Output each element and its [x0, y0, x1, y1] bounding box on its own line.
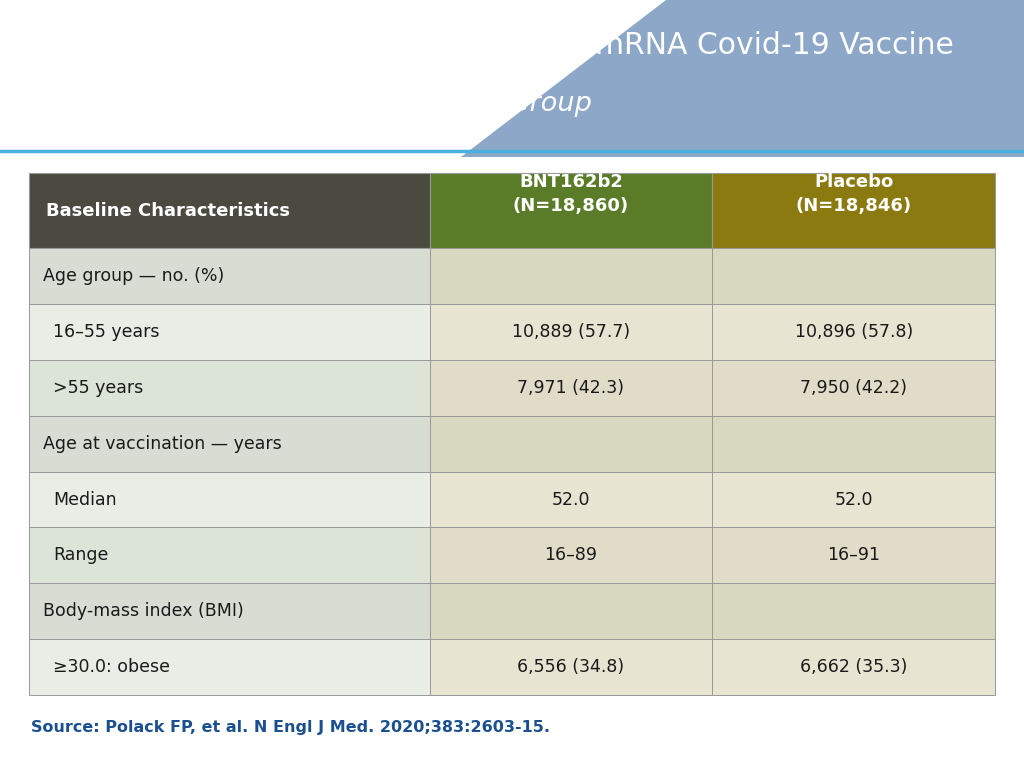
- FancyBboxPatch shape: [430, 415, 712, 472]
- FancyBboxPatch shape: [430, 360, 712, 415]
- Text: Body-mass index (BMI): Body-mass index (BMI): [43, 602, 244, 621]
- Text: BNT162b2
(N=18,860): BNT162b2 (N=18,860): [513, 173, 629, 215]
- Text: Source: Polack FP, et al. N Engl J Med. 2020;383:2603-15.: Source: Polack FP, et al. N Engl J Med. …: [31, 720, 550, 735]
- Text: 7,950 (42.2): 7,950 (42.2): [800, 379, 907, 397]
- Text: 10,896 (57.8): 10,896 (57.8): [795, 323, 912, 341]
- FancyBboxPatch shape: [712, 360, 995, 415]
- Text: 52.0: 52.0: [552, 491, 590, 508]
- Text: Age group — no. (%): Age group — no. (%): [43, 267, 224, 285]
- Text: ≥30.0: obese: ≥30.0: obese: [53, 658, 170, 676]
- FancyBboxPatch shape: [29, 248, 430, 304]
- FancyBboxPatch shape: [430, 304, 712, 360]
- Text: 6,662 (35.3): 6,662 (35.3): [800, 658, 907, 676]
- Polygon shape: [461, 0, 1024, 157]
- FancyBboxPatch shape: [712, 248, 995, 304]
- Text: Median: Median: [53, 491, 117, 508]
- FancyBboxPatch shape: [29, 360, 430, 415]
- Text: Baseline Characteristics, by Study Group: Baseline Characteristics, by Study Group: [36, 91, 592, 118]
- Text: Placebo
(N=18,846): Placebo (N=18,846): [796, 173, 911, 215]
- FancyBboxPatch shape: [712, 173, 995, 248]
- FancyBboxPatch shape: [712, 304, 995, 360]
- Text: 52.0: 52.0: [835, 491, 873, 508]
- FancyBboxPatch shape: [712, 415, 995, 472]
- Text: Baseline Characteristics: Baseline Characteristics: [46, 201, 290, 220]
- Text: 16–55 years: 16–55 years: [53, 323, 160, 341]
- FancyBboxPatch shape: [712, 639, 995, 695]
- FancyBboxPatch shape: [29, 304, 430, 360]
- FancyBboxPatch shape: [430, 472, 712, 528]
- FancyBboxPatch shape: [430, 248, 712, 304]
- Text: Age at vaccination — years: Age at vaccination — years: [43, 435, 282, 452]
- Text: 16–91: 16–91: [827, 546, 881, 564]
- FancyBboxPatch shape: [29, 415, 430, 472]
- FancyBboxPatch shape: [712, 472, 995, 528]
- FancyBboxPatch shape: [29, 584, 430, 639]
- FancyBboxPatch shape: [430, 639, 712, 695]
- FancyBboxPatch shape: [430, 584, 712, 639]
- FancyBboxPatch shape: [430, 528, 712, 584]
- FancyBboxPatch shape: [29, 173, 430, 248]
- FancyBboxPatch shape: [430, 173, 712, 248]
- Text: Safety and Efficacy of the BNT162b2 mRNA Covid-19 Vaccine: Safety and Efficacy of the BNT162b2 mRNA…: [36, 31, 953, 61]
- Text: 10,889 (57.7): 10,889 (57.7): [512, 323, 630, 341]
- Text: >55 years: >55 years: [53, 379, 143, 397]
- FancyBboxPatch shape: [712, 528, 995, 584]
- FancyBboxPatch shape: [712, 584, 995, 639]
- FancyBboxPatch shape: [29, 639, 430, 695]
- Text: 7,971 (42.3): 7,971 (42.3): [517, 379, 625, 397]
- FancyBboxPatch shape: [29, 472, 430, 528]
- Text: 16–89: 16–89: [545, 546, 597, 564]
- FancyBboxPatch shape: [29, 528, 430, 584]
- Text: 6,556 (34.8): 6,556 (34.8): [517, 658, 625, 676]
- Text: Range: Range: [53, 546, 109, 564]
